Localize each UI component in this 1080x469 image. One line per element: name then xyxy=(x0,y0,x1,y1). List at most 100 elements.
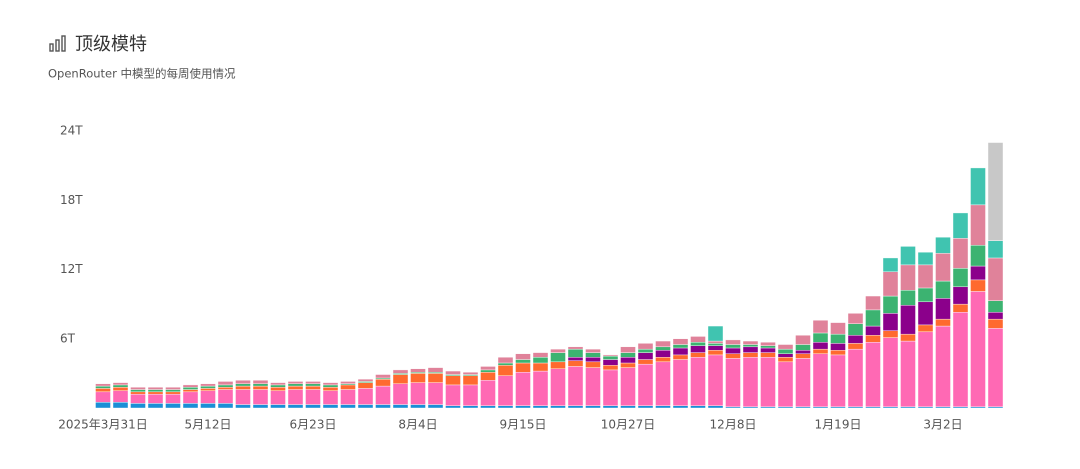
bar-segment xyxy=(357,404,374,409)
bar-segment xyxy=(637,343,654,350)
bar-segment xyxy=(655,357,671,363)
bar-segment xyxy=(287,385,304,390)
bar-segment xyxy=(602,355,619,360)
bar-segment xyxy=(182,387,199,390)
bar-segment xyxy=(200,403,216,409)
bar-segment xyxy=(620,405,636,409)
bar-segment xyxy=(725,358,741,408)
bar-segment xyxy=(847,323,864,336)
bar-segment xyxy=(672,344,689,349)
bar-segment xyxy=(112,390,129,403)
bar-segment xyxy=(637,348,654,353)
bar-segment xyxy=(655,405,671,409)
bar-segment xyxy=(252,385,269,390)
bar-segment xyxy=(410,368,426,373)
bar-segment xyxy=(585,405,601,409)
bar-segment xyxy=(357,378,374,382)
bar-segment xyxy=(270,404,286,409)
chart-title: 顶级模特 xyxy=(75,34,147,55)
bar-segment xyxy=(672,359,689,406)
bar-segment xyxy=(602,369,619,406)
bar-segment xyxy=(515,405,531,409)
bar-segment xyxy=(182,384,199,388)
bar-segment xyxy=(322,390,339,405)
bar-segment xyxy=(427,367,444,373)
bar-segment xyxy=(725,339,741,345)
bar-segment xyxy=(830,350,846,356)
bar-segment xyxy=(95,402,111,409)
bar-segment xyxy=(865,342,881,408)
x-tick-label: 8月4日 xyxy=(398,418,437,432)
x-tick-label: 2025年3月31日 xyxy=(58,418,147,432)
bar-segment xyxy=(165,393,181,404)
x-tick-label: 3月2日 xyxy=(923,418,962,432)
bar-segment xyxy=(865,309,881,327)
bar-segment xyxy=(550,352,566,363)
bar-segment xyxy=(585,361,601,368)
bar-segment xyxy=(847,335,864,344)
bar-segment xyxy=(217,384,234,388)
bar-segment xyxy=(585,367,601,406)
bar-segment xyxy=(200,388,216,391)
bar-segment xyxy=(217,403,234,409)
bar-segment xyxy=(340,404,356,409)
bar-segment xyxy=(777,348,794,354)
bar-segment xyxy=(322,404,339,409)
bar-segment xyxy=(952,303,969,313)
bar-segment xyxy=(602,365,619,371)
bar-segment xyxy=(620,346,636,353)
bar-segment xyxy=(217,389,234,404)
bar-segment xyxy=(130,389,146,393)
bar-segment xyxy=(970,167,986,206)
bar-segment xyxy=(322,382,339,386)
bar-segment xyxy=(760,347,776,353)
bar-segment xyxy=(777,361,794,408)
bar-segment xyxy=(340,389,356,405)
bar-segment xyxy=(497,365,514,376)
bar-segment xyxy=(427,373,444,383)
bar-segment xyxy=(987,300,1004,313)
bar-segment xyxy=(532,352,549,358)
bar-segment xyxy=(567,360,584,367)
bar-segment xyxy=(165,389,181,393)
y-tick-label: 12T xyxy=(60,262,83,276)
bar-segment xyxy=(95,388,111,393)
bar-segment xyxy=(602,405,619,409)
bar-segment xyxy=(795,350,811,354)
bar-segment xyxy=(952,312,969,408)
y-tick-label: 24T xyxy=(60,124,83,138)
x-tick-label: 10月27日 xyxy=(601,418,656,432)
bar-segment xyxy=(795,344,811,351)
bar-segment xyxy=(270,390,286,405)
bar-segment xyxy=(532,405,549,409)
bar-segment xyxy=(987,257,1004,301)
bar-segment xyxy=(602,354,619,357)
bar-segment xyxy=(480,372,496,381)
bar-segment xyxy=(147,403,164,409)
bar-segment xyxy=(900,264,916,291)
bar-segment xyxy=(392,383,409,405)
bar-segment xyxy=(392,404,409,409)
bar-segment xyxy=(287,389,304,405)
bar-segment xyxy=(357,382,374,389)
bar-segment xyxy=(462,372,479,375)
bar-segment xyxy=(497,405,514,409)
bar-segment xyxy=(707,350,724,356)
bar-segment xyxy=(515,372,531,406)
bar-segment xyxy=(410,404,426,409)
bar-segment xyxy=(917,331,934,408)
bar-segment xyxy=(585,352,601,358)
bar-segment xyxy=(445,375,461,386)
bar-segment xyxy=(620,357,636,364)
bar-segment xyxy=(760,357,776,408)
bar-segment xyxy=(515,362,531,373)
bar-segment xyxy=(287,383,304,387)
bar-segment xyxy=(655,346,671,351)
bar-segment xyxy=(567,346,584,350)
bar-segment xyxy=(900,246,916,266)
bar-segment xyxy=(375,404,391,409)
bar-segment xyxy=(637,352,654,360)
bar-segment xyxy=(462,384,479,406)
bar-segment xyxy=(550,405,566,409)
